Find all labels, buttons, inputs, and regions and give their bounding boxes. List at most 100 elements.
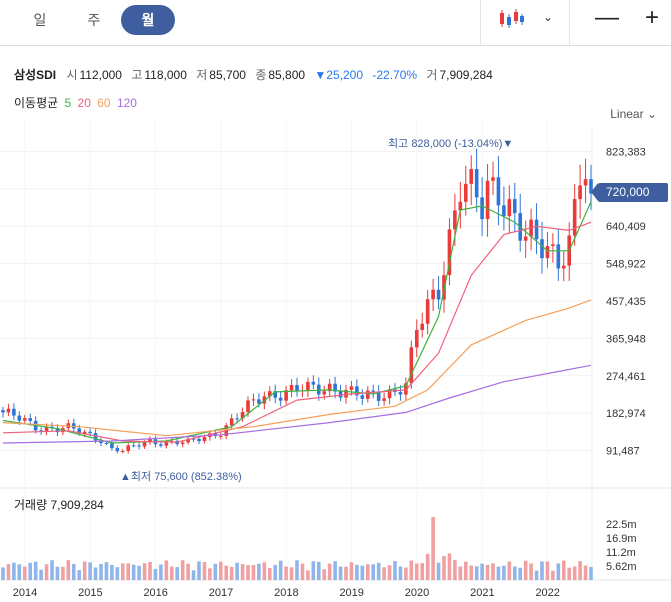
candle-body bbox=[251, 399, 256, 401]
candle-body bbox=[398, 391, 403, 395]
high-label: 고 bbox=[131, 68, 143, 82]
candle-body bbox=[414, 329, 419, 348]
low-label: 저 bbox=[196, 68, 208, 82]
candle-body bbox=[191, 438, 196, 440]
volume-bar bbox=[327, 563, 332, 580]
volume-bar bbox=[551, 570, 555, 580]
tab-monthly[interactable]: 월 bbox=[121, 5, 175, 35]
chevron-down-icon: ⌄ bbox=[543, 10, 554, 24]
candle-body bbox=[322, 391, 327, 395]
volume-tick-label: 22.5m bbox=[606, 519, 637, 531]
volume-bar bbox=[540, 561, 544, 580]
y-tick-label: 457,435 bbox=[606, 296, 646, 308]
candle-body bbox=[284, 390, 288, 401]
candle-body bbox=[82, 431, 87, 434]
x-tick-label: 2017 bbox=[209, 587, 233, 599]
candle-body bbox=[186, 438, 190, 443]
candle-body bbox=[327, 383, 332, 392]
candle-body bbox=[39, 430, 43, 432]
candle-body bbox=[469, 169, 474, 184]
tab-daily[interactable]: 일 bbox=[33, 12, 47, 28]
volume-bar bbox=[131, 564, 136, 580]
candle-body bbox=[17, 415, 22, 421]
volume-bar bbox=[246, 565, 250, 580]
volume-bar bbox=[218, 561, 223, 580]
volume-bar bbox=[523, 560, 528, 580]
volume-bar bbox=[82, 561, 87, 580]
ma-title: 이동평균 bbox=[14, 96, 59, 110]
ma-line-20 bbox=[2, 221, 592, 443]
volume-bar bbox=[126, 563, 131, 580]
chevron-down-icon: ⌄ bbox=[646, 107, 657, 121]
ma-20: 20 bbox=[77, 96, 91, 110]
moving-average-legend[interactable]: 이동평균 5 20 60 120 bbox=[14, 94, 140, 111]
ma-line-5 bbox=[2, 201, 592, 444]
candle-body bbox=[289, 385, 294, 391]
x-tick-label: 2014 bbox=[13, 587, 37, 599]
volume-bar bbox=[300, 563, 305, 580]
x-tick-label: 2015 bbox=[78, 587, 102, 599]
volume-label: 거 bbox=[426, 68, 438, 82]
volume-bar bbox=[88, 562, 92, 580]
tab-weekly[interactable]: 주 bbox=[87, 12, 101, 28]
volume-bar bbox=[180, 560, 185, 580]
candle-body bbox=[404, 383, 408, 395]
close-label: 종 bbox=[255, 68, 267, 82]
high-marker: 최고 828,000 (-13.04%)▼ bbox=[388, 135, 513, 151]
x-tick-label: 2019 bbox=[339, 587, 363, 599]
volume-bar bbox=[365, 564, 370, 580]
candle-body bbox=[355, 386, 359, 396]
volume-bar bbox=[496, 566, 501, 580]
change-value: ▼25,200 bbox=[314, 68, 363, 82]
volume-bar bbox=[1, 567, 5, 580]
candle-body bbox=[104, 443, 109, 445]
volume-bar bbox=[349, 562, 354, 580]
candle-body bbox=[349, 386, 354, 390]
volume-bar bbox=[344, 566, 348, 580]
volume-value: 7,909,284 bbox=[439, 68, 493, 82]
candle-body bbox=[376, 391, 381, 401]
add-button[interactable]: + bbox=[644, 4, 659, 31]
candle-body bbox=[44, 426, 49, 432]
candle-body bbox=[474, 169, 479, 198]
volume-bar bbox=[6, 564, 11, 580]
high-marker-label: 최고 bbox=[388, 138, 409, 150]
volume-bar bbox=[99, 563, 103, 580]
volume-bar bbox=[480, 563, 484, 580]
volume-bar bbox=[512, 566, 517, 580]
volume-bar bbox=[578, 561, 582, 580]
candle-body bbox=[229, 418, 234, 426]
candle-body bbox=[583, 179, 588, 186]
volume-bar bbox=[213, 563, 218, 580]
candle-body bbox=[523, 236, 528, 241]
ma-5: 5 bbox=[64, 96, 72, 110]
volume-bar bbox=[169, 566, 174, 580]
minimize-button[interactable]: — bbox=[595, 4, 619, 31]
volume-bar bbox=[93, 567, 98, 580]
candle-body bbox=[110, 443, 114, 449]
volume-bar bbox=[289, 567, 294, 580]
volume-bar bbox=[148, 562, 152, 580]
volume-bar bbox=[453, 559, 457, 580]
volume-bar bbox=[447, 553, 452, 580]
close-value: 85,800 bbox=[268, 68, 306, 82]
candle-body bbox=[306, 381, 310, 391]
candle-body bbox=[545, 246, 550, 259]
candle-body bbox=[453, 210, 457, 230]
candle-body bbox=[578, 185, 582, 200]
chart-type-selector[interactable]: ⌄ bbox=[480, 0, 570, 46]
volume-bar bbox=[39, 569, 43, 580]
volume-bar bbox=[409, 560, 414, 580]
volume-bar bbox=[120, 563, 125, 580]
candle-body bbox=[6, 408, 11, 413]
volume-bar bbox=[561, 560, 566, 580]
scale-selector[interactable]: Linear ⌄ bbox=[610, 107, 657, 121]
volume-bar bbox=[44, 564, 49, 580]
volume-bar bbox=[262, 562, 267, 580]
ma-120: 120 bbox=[116, 96, 137, 110]
volume-bar bbox=[66, 560, 71, 580]
y-tick-label: 823,383 bbox=[606, 146, 646, 158]
top-toolbar: 일 주 월 ⌄ — + bbox=[0, 0, 671, 46]
volume-tick-label: 16.9m bbox=[606, 533, 637, 545]
